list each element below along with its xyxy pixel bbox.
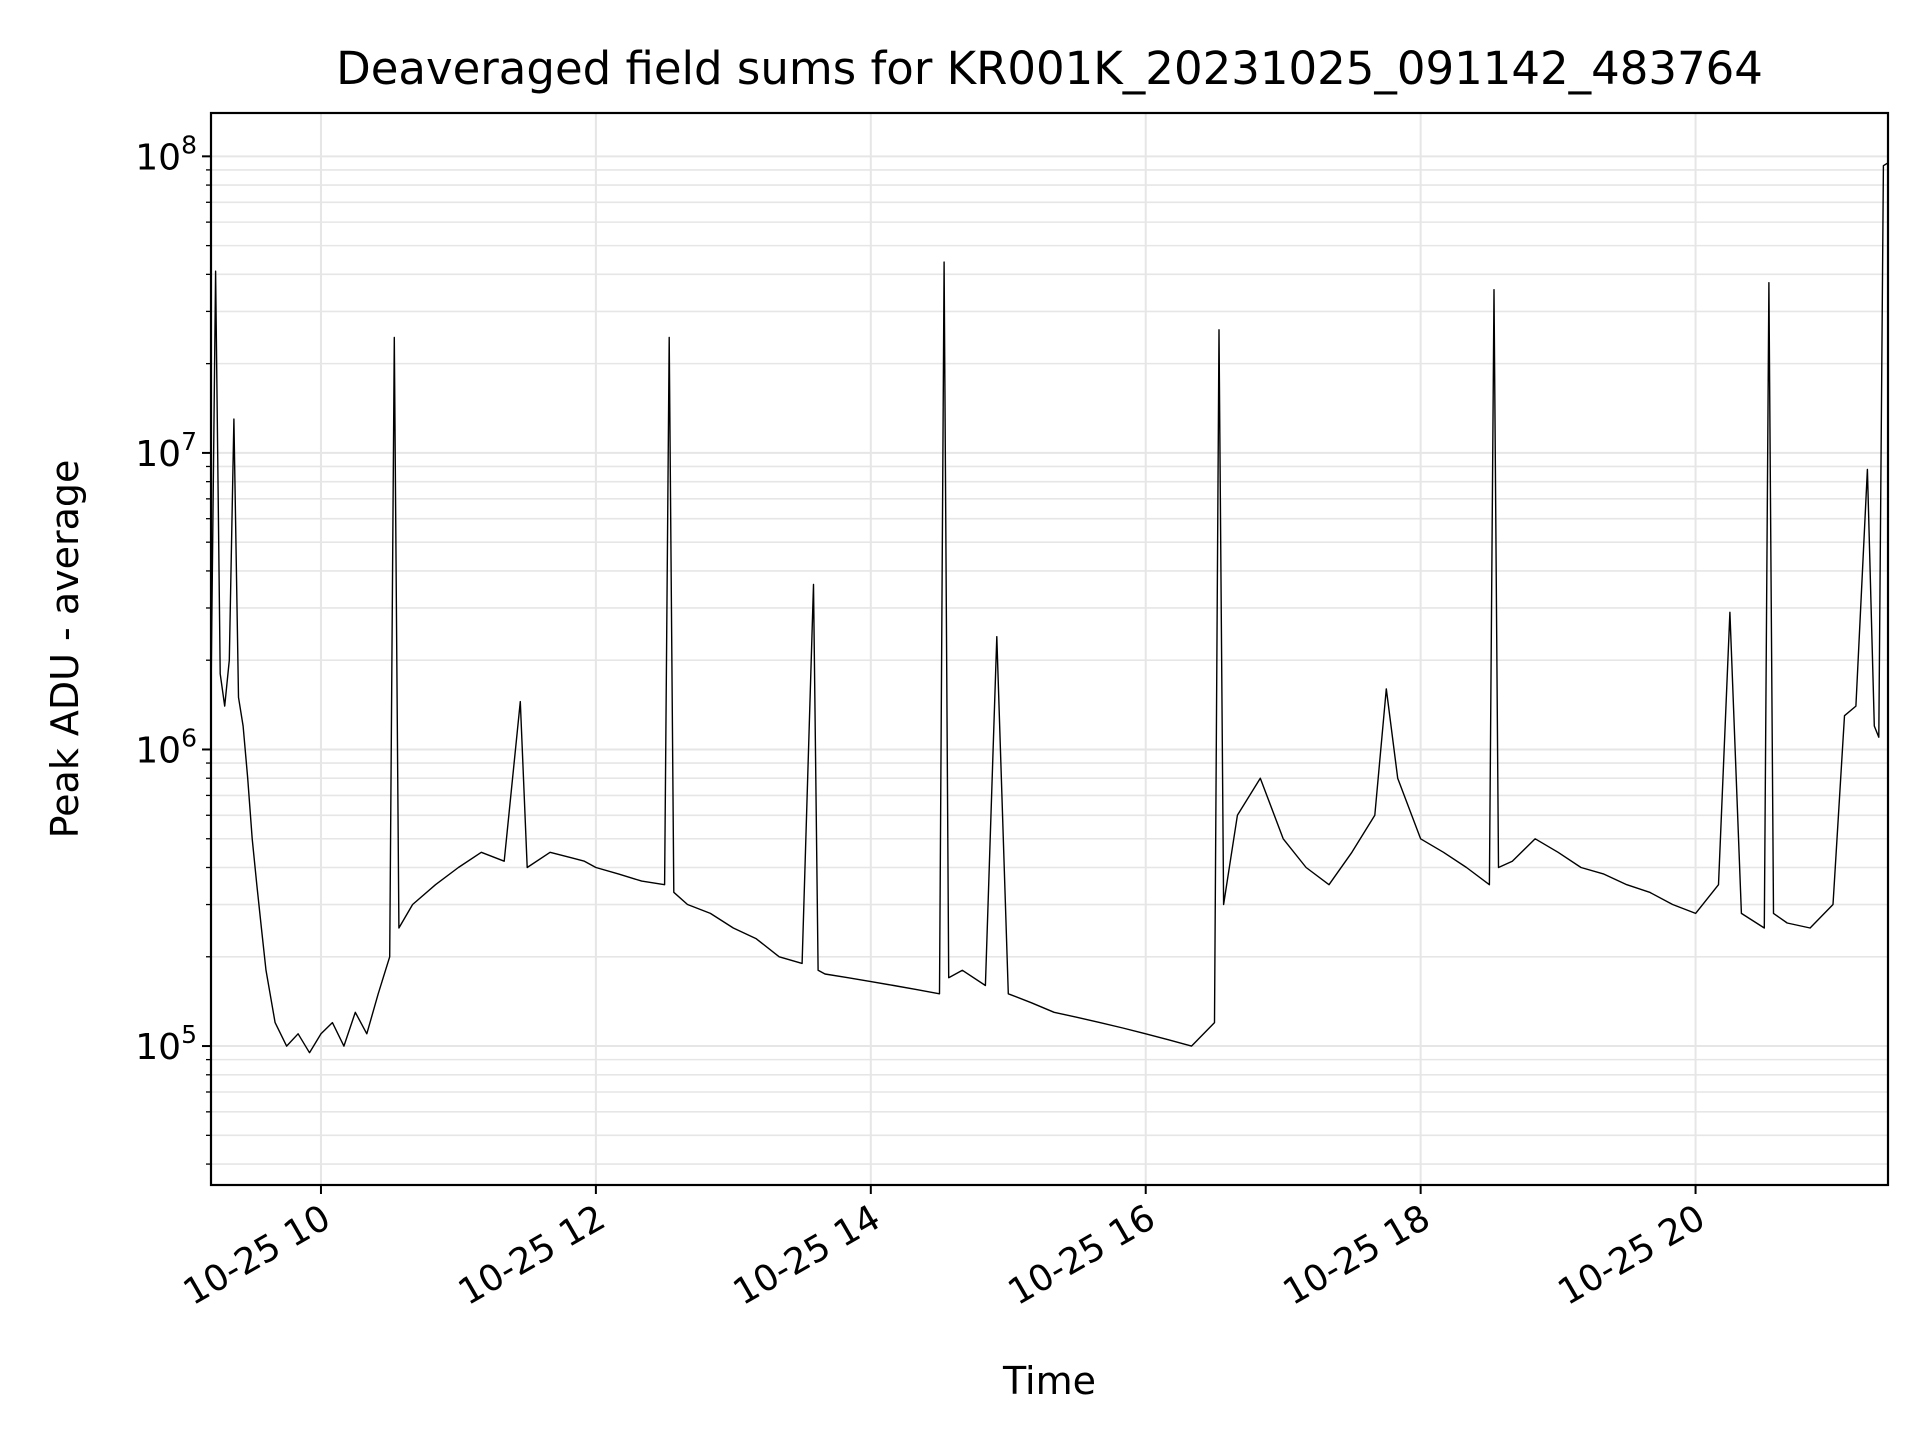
- x-axis-label: Time: [1002, 1359, 1096, 1403]
- series-layer: [210, 162, 1889, 1054]
- y-axis-label: Peak ADU - average: [43, 460, 87, 839]
- chart-title: Deaveraged field sums for KR001K_2023102…: [336, 42, 1763, 95]
- y-tick-label: 108: [135, 130, 197, 178]
- y-tick-label: 107: [135, 427, 197, 475]
- plot-frame: [209, 111, 1890, 1187]
- grid-layer: [211, 113, 1888, 1185]
- y-tick-label: 105: [135, 1020, 197, 1068]
- y-tick-label: 106: [135, 723, 197, 771]
- series-line: [210, 162, 1889, 1054]
